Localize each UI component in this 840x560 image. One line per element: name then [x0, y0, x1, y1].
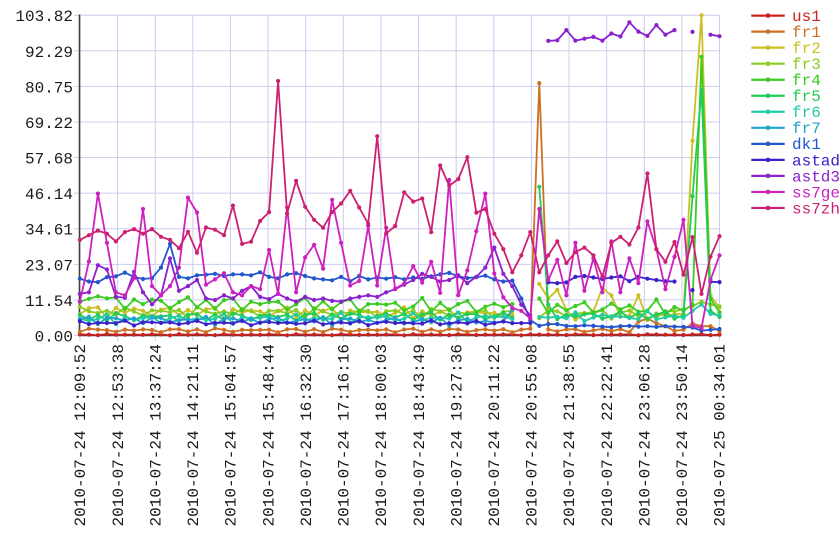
svg-text:57.68: 57.68 [25, 151, 73, 169]
svg-text:2010-07-24 13:37:24: 2010-07-24 13:37:24 [147, 344, 165, 526]
svg-text:2010-07-24 21:38:55: 2010-07-24 21:38:55 [561, 344, 579, 526]
svg-text:fr7: fr7 [792, 120, 821, 138]
svg-text:80.75: 80.75 [25, 79, 73, 97]
svg-text:fr3: fr3 [792, 56, 821, 74]
svg-text:0.00: 0.00 [35, 329, 73, 347]
svg-text:2010-07-25 00:34:01: 2010-07-25 00:34:01 [712, 344, 730, 526]
svg-text:46.14: 46.14 [25, 186, 73, 204]
svg-text:2010-07-24 16:32:30: 2010-07-24 16:32:30 [298, 344, 316, 526]
svg-text:fr6: fr6 [792, 104, 821, 122]
svg-text:69.22: 69.22 [25, 115, 73, 133]
svg-text:34.61: 34.61 [25, 222, 73, 240]
svg-text:23.07: 23.07 [25, 257, 73, 275]
svg-text:2010-07-24 22:22:41: 2010-07-24 22:22:41 [599, 344, 617, 526]
svg-text:2010-07-24 18:00:03: 2010-07-24 18:00:03 [373, 344, 391, 526]
svg-text:2010-07-24 18:43:49: 2010-07-24 18:43:49 [411, 344, 429, 526]
svg-text:103.82: 103.82 [15, 8, 73, 26]
svg-text:ss7zh: ss7zh [792, 200, 840, 218]
svg-text:fr2: fr2 [792, 40, 821, 58]
svg-text:11.54: 11.54 [25, 293, 73, 311]
svg-text:2010-07-24 20:55:08: 2010-07-24 20:55:08 [524, 344, 542, 526]
svg-text:2010-07-24 12:09:52: 2010-07-24 12:09:52 [72, 344, 90, 526]
svg-text:2010-07-24 20:11:22: 2010-07-24 20:11:22 [486, 344, 504, 526]
svg-text:2010-07-24 23:50:14: 2010-07-24 23:50:14 [674, 344, 692, 526]
svg-text:astad: astad [792, 152, 840, 170]
svg-text:92.29: 92.29 [25, 44, 73, 62]
svg-text:2010-07-24 19:27:36: 2010-07-24 19:27:36 [448, 344, 466, 526]
svg-text:2010-07-24 23:06:28: 2010-07-24 23:06:28 [636, 344, 654, 526]
svg-text:fr4: fr4 [792, 72, 821, 90]
svg-text:2010-07-24 15:48:44: 2010-07-24 15:48:44 [260, 344, 278, 526]
svg-text:ss7ge: ss7ge [792, 184, 840, 202]
svg-text:2010-07-24 14:21:11: 2010-07-24 14:21:11 [185, 344, 203, 526]
svg-text:fr1: fr1 [792, 24, 821, 42]
svg-text:fr5: fr5 [792, 88, 821, 106]
svg-text:2010-07-24 17:16:16: 2010-07-24 17:16:16 [336, 344, 354, 526]
svg-text:us1: us1 [792, 8, 821, 26]
svg-text:dk1: dk1 [792, 136, 821, 154]
svg-text:2010-07-24 15:04:57: 2010-07-24 15:04:57 [223, 344, 241, 526]
svg-text:astd3: astd3 [792, 168, 840, 186]
svg-text:2010-07-24 12:53:38: 2010-07-24 12:53:38 [110, 344, 128, 526]
